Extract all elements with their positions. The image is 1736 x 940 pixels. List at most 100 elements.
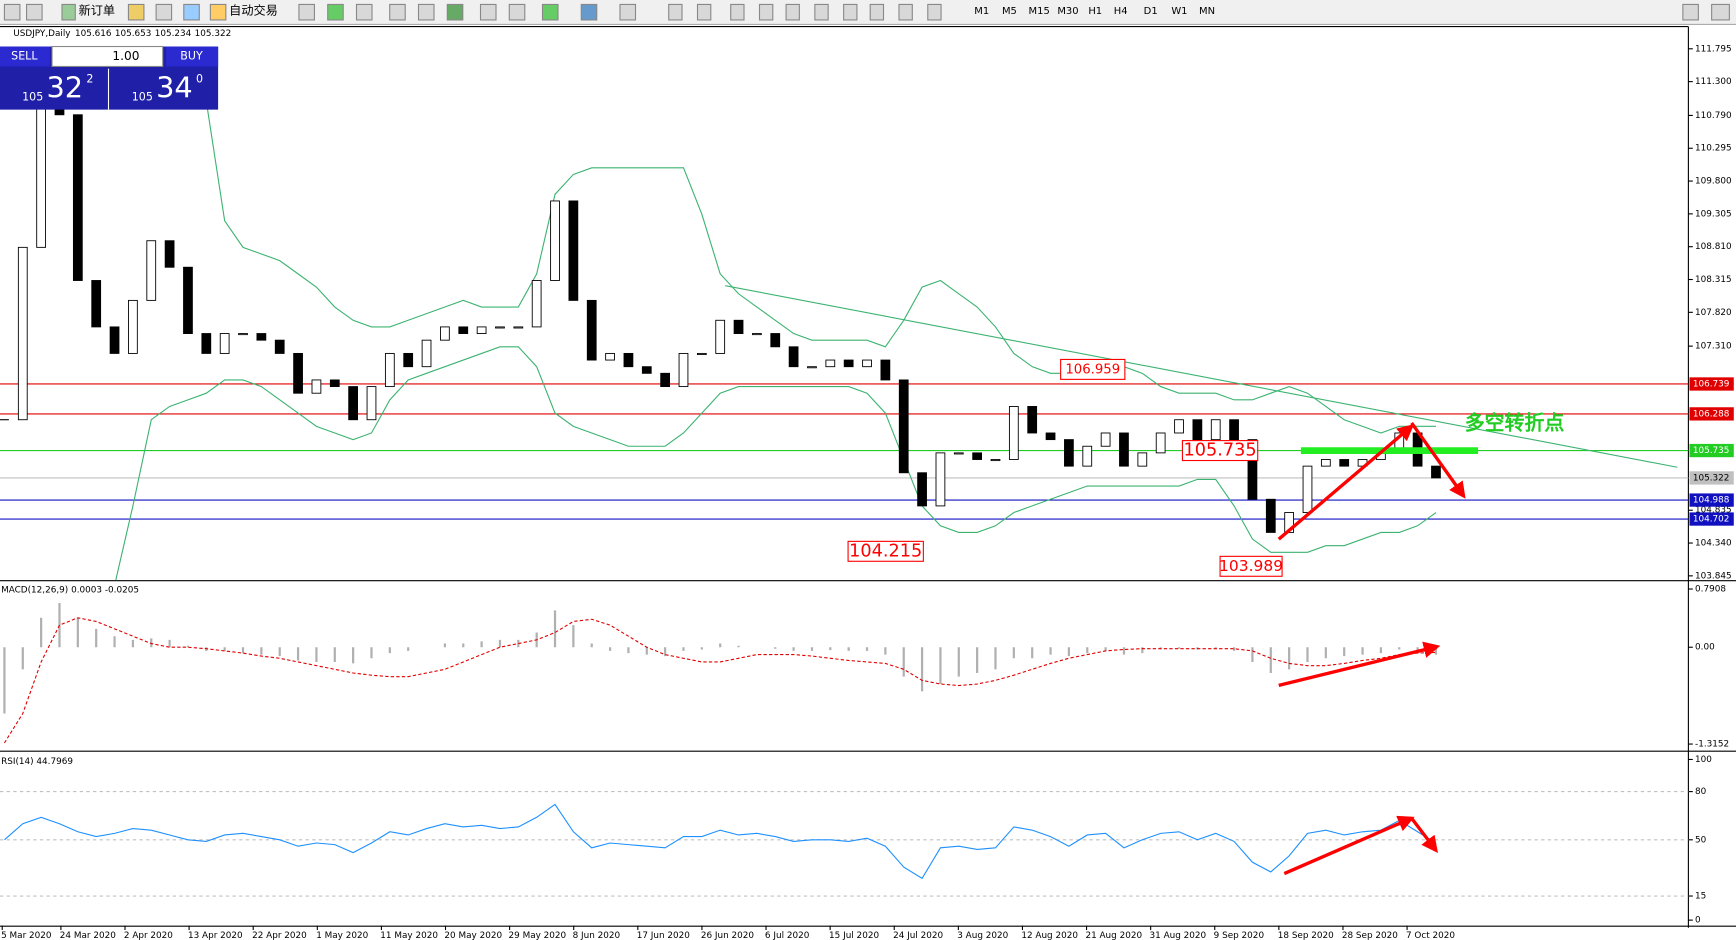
level-label: 104.702 xyxy=(1693,515,1730,525)
toolbar-icons xyxy=(3,3,1730,21)
candle xyxy=(274,339,285,354)
date-label: 8 Jun 2020 xyxy=(573,931,621,940)
bollinger-upper xyxy=(205,101,1436,434)
candle xyxy=(898,379,909,474)
candle xyxy=(623,352,634,368)
buy-price-main: 34 xyxy=(156,71,193,105)
price-tick-label: 108.810 xyxy=(1695,242,1732,252)
candle xyxy=(476,326,487,334)
candle xyxy=(1302,465,1313,513)
date-label: 20 May 2020 xyxy=(444,931,502,940)
candle xyxy=(146,240,157,301)
timeframe-button[interactable]: D1 xyxy=(1144,6,1158,17)
candle xyxy=(164,240,175,268)
price-annotation-box xyxy=(847,540,924,562)
candle xyxy=(1192,419,1203,441)
candle xyxy=(917,472,927,507)
rsi-tick-label: 80 xyxy=(1695,787,1707,797)
candle xyxy=(183,266,193,334)
price-annotation: 105.735 xyxy=(1183,441,1256,461)
date-label: 7 Oct 2020 xyxy=(1406,931,1455,940)
candle xyxy=(128,299,138,354)
buy-label[interactable]: BUY xyxy=(180,49,203,62)
ohlc: 105.616 xyxy=(75,29,112,39)
candle xyxy=(788,346,799,368)
lot-size[interactable]: 1.00 xyxy=(112,49,139,63)
candle xyxy=(953,452,964,455)
date-label: 28 Sep 2020 xyxy=(1342,931,1398,940)
price-annotation: 104.215 xyxy=(849,541,922,561)
rsi-tick-label: 100 xyxy=(1695,755,1712,765)
date-label: 22 Apr 2020 xyxy=(252,931,307,940)
level-label: 104.988 xyxy=(1693,496,1730,506)
candle xyxy=(72,114,83,281)
candle xyxy=(990,459,1001,462)
price-tick-label: 110.295 xyxy=(1695,144,1732,154)
drawings xyxy=(725,285,1678,876)
candle xyxy=(91,280,102,328)
timeframe-button[interactable]: MN xyxy=(1199,6,1215,17)
timeframe-button[interactable]: M5 xyxy=(1002,6,1017,17)
buy-button[interactable] xyxy=(166,46,219,67)
candle xyxy=(36,101,47,248)
candle xyxy=(1265,498,1276,533)
candle xyxy=(238,333,248,336)
candle xyxy=(219,333,230,354)
price-tick-label: 107.310 xyxy=(1695,342,1732,352)
date-label: 24 Jul 2020 xyxy=(893,931,943,940)
date-label: 17 Jun 2020 xyxy=(637,931,691,940)
candle xyxy=(495,326,505,329)
timeframe-button[interactable]: H4 xyxy=(1114,6,1128,17)
candle xyxy=(1064,439,1074,467)
candle xyxy=(1174,419,1184,434)
date-label: 11 May 2020 xyxy=(380,931,438,940)
date-label: 13 Apr 2020 xyxy=(188,931,243,940)
rsi-tick-label: 50 xyxy=(1695,835,1707,845)
candle xyxy=(513,326,524,329)
sell-button[interactable] xyxy=(0,46,50,67)
ohlc: 105.653 xyxy=(115,29,152,39)
date-label: 6 Jul 2020 xyxy=(765,931,810,940)
sell-label[interactable]: SELL xyxy=(11,49,38,62)
buy-price-big: 105 xyxy=(132,90,153,103)
price-tick-label: 103.845 xyxy=(1695,571,1732,581)
candle xyxy=(1027,406,1038,434)
macd-signal xyxy=(3,617,1436,744)
candle xyxy=(1008,406,1019,460)
date-label: 21 Aug 2020 xyxy=(1085,931,1142,940)
timeframe-button[interactable]: W1 xyxy=(1171,6,1187,17)
callout: 多空转折点 xyxy=(1465,411,1565,435)
auto-trading[interactable]: 自动交易 xyxy=(229,3,278,18)
price-tick-label: 108.315 xyxy=(1695,275,1732,285)
trade-panel: SELL 1.00 BUY 105 32 2 105 34 0 xyxy=(0,45,219,110)
candle xyxy=(843,359,854,368)
candle xyxy=(458,326,469,334)
candle xyxy=(17,246,28,421)
candle xyxy=(1320,459,1331,467)
level-label: 106.288 xyxy=(1693,409,1730,419)
date-label: 9 Sep 2020 xyxy=(1214,931,1265,940)
timeframe-button[interactable]: M15 xyxy=(1029,6,1050,17)
timeframe-button[interactable]: M1 xyxy=(974,6,989,17)
buy-price-sup: 0 xyxy=(196,73,203,86)
date-label: 24 Mar 2020 xyxy=(60,931,116,940)
toolbar xyxy=(0,0,1736,25)
price-tick-label: 110.790 xyxy=(1695,111,1732,121)
price-tick-label: 104.835 xyxy=(1695,506,1732,516)
candle xyxy=(531,280,542,328)
timeframe-button[interactable]: M30 xyxy=(1057,6,1078,17)
level-tag xyxy=(1689,443,1734,458)
level-tag xyxy=(1689,493,1734,507)
price-tick-label: 111.795 xyxy=(1695,44,1732,54)
date-label: 31 Aug 2020 xyxy=(1150,931,1207,940)
timeframe-button[interactable]: H1 xyxy=(1088,6,1102,17)
price-annotation-box xyxy=(1219,555,1283,577)
date-label: 1 May 2020 xyxy=(316,931,368,940)
candle xyxy=(348,386,359,421)
price-tick-label: 104.340 xyxy=(1695,539,1732,549)
bollinger-lower xyxy=(115,346,1437,581)
macd-label: MACD(12,26,9) 0.0003 -0.0205 xyxy=(1,586,139,596)
new-order[interactable]: 新订单 xyxy=(79,3,115,18)
